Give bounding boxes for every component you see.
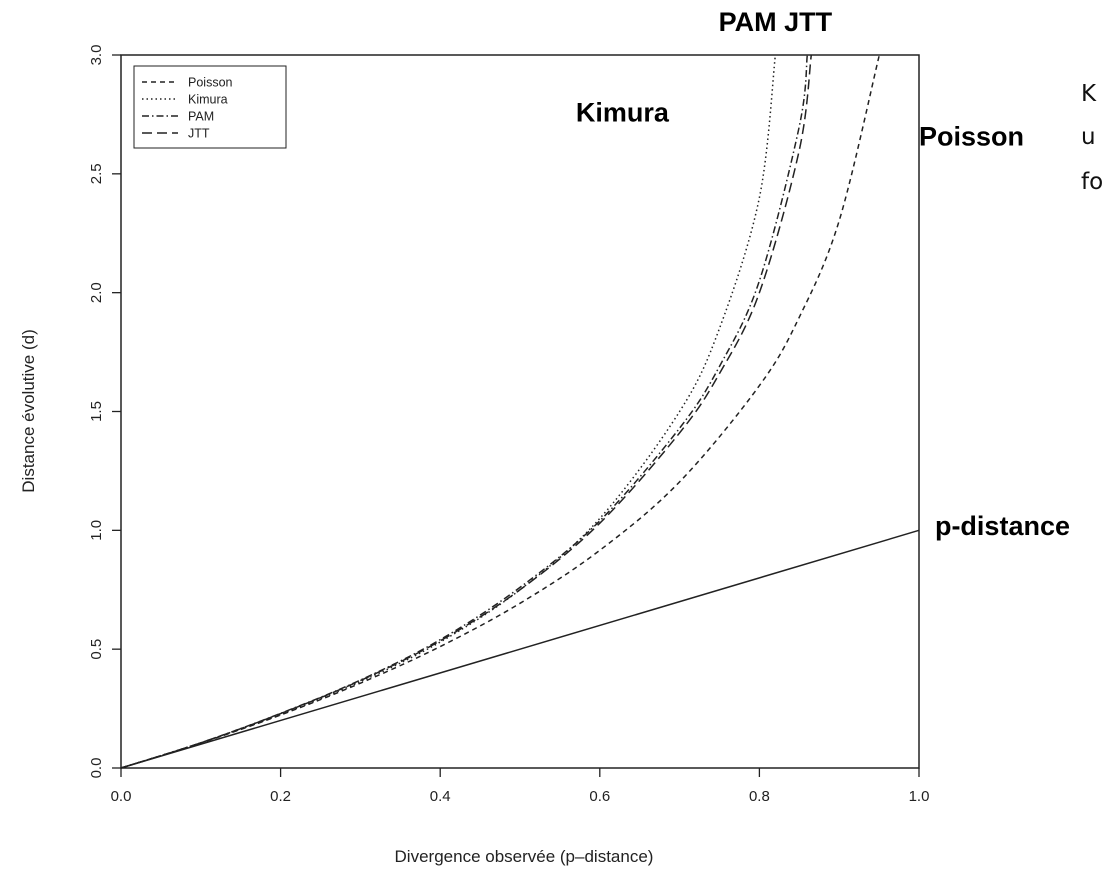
annotation-label: Kimura — [576, 98, 670, 128]
series-line-kimura — [120, 54, 777, 769]
x-tick-label: 0.8 — [749, 788, 770, 805]
annotation-label: Poisson — [919, 121, 1024, 151]
x-axis-title: Divergence observée (p–distance) — [395, 847, 654, 866]
x-tick-label: 0.0 — [111, 788, 132, 805]
x-tick-label: 0.4 — [430, 788, 451, 805]
annotation-label: p-distance — [935, 511, 1070, 541]
legend-label: Poisson — [188, 76, 233, 90]
side-text-line-1: K — [1081, 81, 1097, 107]
legend-label: PAM — [188, 110, 214, 124]
legend-label: JTT — [188, 127, 210, 141]
y-axis: 0.0 0.5 1.0 1.5 2.0 2.5 3.0 — [88, 45, 121, 779]
legend-label: Kimura — [188, 93, 228, 107]
y-tick-label: 3.0 — [88, 45, 105, 66]
y-tick-label: 0.0 — [88, 758, 105, 779]
plot-frame — [120, 54, 920, 769]
y-tick-label: 1.5 — [88, 401, 105, 422]
series-line-p-distance — [120, 529, 920, 769]
legend: Poisson Kimura PAM JTT — [133, 65, 287, 149]
x-tick-label: 0.6 — [589, 788, 610, 805]
series-line-pam — [120, 54, 809, 769]
x-axis: 0.0 0.2 0.4 0.6 0.8 1.0 — [111, 768, 930, 805]
y-axis-title: Distance évolutive (d) — [19, 329, 38, 492]
series-line-jtt — [120, 54, 813, 769]
series-line-poisson — [120, 55, 880, 769]
series-layer — [120, 54, 920, 769]
legend-box — [133, 65, 287, 149]
side-text-line-2: u — [1081, 124, 1096, 150]
annotation-label: PAM JTT — [719, 7, 833, 37]
side-text-line-3: fo — [1081, 169, 1103, 195]
y-tick-label: 0.5 — [88, 639, 105, 660]
x-tick-label: 1.0 — [909, 788, 930, 805]
y-tick-label: 2.0 — [88, 282, 105, 303]
y-tick-label: 2.5 — [88, 163, 105, 184]
x-tick-label: 0.2 — [270, 788, 291, 805]
annotations: PAM JTT Kimura Poisson p-distance — [576, 7, 1070, 541]
y-tick-label: 1.0 — [88, 520, 105, 541]
